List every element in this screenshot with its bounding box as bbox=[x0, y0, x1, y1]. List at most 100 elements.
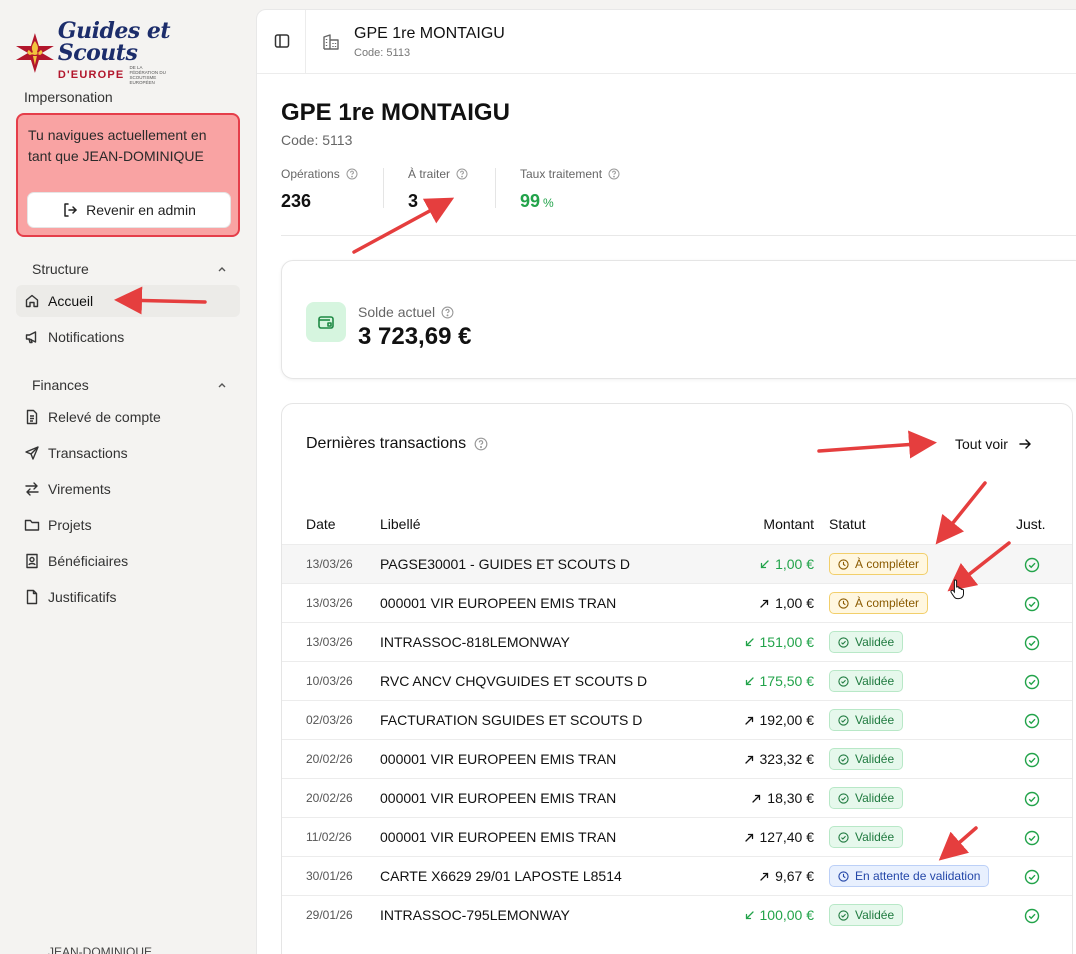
brand-europe: D'EUROPE bbox=[57, 69, 125, 82]
check-circle-icon bbox=[1024, 713, 1040, 729]
stat-label: Opérations bbox=[281, 167, 340, 181]
status-badge[interactable]: Validée bbox=[829, 748, 904, 770]
sidebar-item-releve[interactable]: Relevé de compte bbox=[16, 401, 240, 433]
col-label[interactable]: Libellé bbox=[380, 516, 421, 532]
status-badge-label: À compléter bbox=[855, 557, 920, 571]
sidebar-item-projets[interactable]: Projets bbox=[16, 509, 240, 541]
chevron-up-icon bbox=[218, 383, 226, 388]
col-just[interactable]: Just. bbox=[1016, 516, 1046, 532]
col-date[interactable]: Date bbox=[306, 516, 336, 532]
table-row[interactable]: 20/02/26 000001 VIR EUROPEEN EMIS TRAN 18,… bbox=[282, 778, 1072, 817]
status-badge[interactable]: Validée bbox=[829, 631, 904, 653]
sidebar-item-virements[interactable]: Virements bbox=[16, 473, 240, 505]
section-finances[interactable]: Finances bbox=[32, 377, 228, 393]
justificatif-status[interactable] bbox=[1024, 752, 1040, 771]
check-circle-icon bbox=[838, 909, 849, 921]
table-row[interactable]: 10/03/26 RVC ANCV CHQVGUIDES ET SCOUTS D 1… bbox=[282, 661, 1072, 700]
arrow-outgoing-icon bbox=[744, 755, 753, 764]
sidebar-item-accueil[interactable]: Accueil bbox=[16, 285, 240, 317]
justificatif-status[interactable] bbox=[1024, 830, 1040, 849]
table-row[interactable]: 13/03/26 000001 VIR EUROPEEN EMIS TRAN 1,0… bbox=[282, 583, 1072, 622]
tx-label: INTRASSOC-818LEMONWAY bbox=[380, 634, 570, 650]
brand-logo[interactable]: Guides et Scouts D'EUROPE DE LA FÉDÉRATI… bbox=[14, 20, 256, 86]
balance-card: Solde actuel 3 723,69 € bbox=[281, 260, 1076, 379]
check-circle-icon bbox=[1024, 830, 1040, 846]
balance-value: 3 723,69 € bbox=[358, 323, 472, 350]
justificatif-status[interactable] bbox=[1024, 791, 1040, 810]
help-icon[interactable] bbox=[608, 168, 620, 180]
back-to-admin-button[interactable]: Revenir en admin bbox=[27, 192, 231, 228]
page-code: Code: 5113 bbox=[281, 132, 353, 148]
table-row[interactable]: 30/01/26 CARTE X6629 29/01 LAPOSTE L8514 9… bbox=[282, 856, 1072, 895]
sidebar-item-transactions[interactable]: Transactions bbox=[16, 437, 240, 469]
tx-amount-value: 151,00 € bbox=[759, 634, 815, 650]
sidebar-user-name[interactable]: JEAN-DOMINIQUE bbox=[48, 945, 153, 954]
sidebar-item-label: Virements bbox=[48, 481, 111, 497]
stat-a-traiter: À traiter 3 bbox=[408, 167, 468, 212]
check-circle-icon bbox=[838, 675, 849, 687]
tx-label: 000001 VIR EUROPEEN EMIS TRAN bbox=[380, 595, 617, 611]
tx-date: 02/03/26 bbox=[306, 713, 353, 727]
sidebar-toggle-icon[interactable] bbox=[273, 32, 291, 50]
col-amount[interactable]: Montant bbox=[763, 516, 814, 532]
logout-icon bbox=[64, 203, 77, 217]
file-icon bbox=[26, 589, 38, 605]
status-badge[interactable]: À compléter bbox=[829, 553, 929, 575]
table-row[interactable]: 13/03/26 INTRASSOC-818LEMONWAY 151,00 € Val… bbox=[282, 622, 1072, 661]
status-badge[interactable]: Validée bbox=[829, 670, 904, 692]
impersonation-title: Impersonation bbox=[24, 89, 113, 105]
justificatif-status[interactable] bbox=[1024, 635, 1040, 654]
status-badge[interactable]: En attente de validation bbox=[829, 865, 990, 887]
tx-date: 30/01/26 bbox=[306, 869, 353, 883]
tx-amount-value: 192,00 € bbox=[759, 712, 815, 728]
check-circle-icon bbox=[838, 636, 849, 648]
check-circle-icon bbox=[1024, 908, 1040, 924]
status-badge[interactable]: Validée bbox=[829, 709, 904, 731]
table-row[interactable]: 20/02/26 000001 VIR EUROPEEN EMIS TRAN 323… bbox=[282, 739, 1072, 778]
justificatif-status[interactable] bbox=[1024, 713, 1040, 732]
table-row[interactable]: 11/02/26 000001 VIR EUROPEEN EMIS TRAN 127… bbox=[282, 817, 1072, 856]
status-badge-label: Validée bbox=[855, 674, 895, 688]
status-badge[interactable]: Validée bbox=[829, 787, 904, 809]
brand-name: Guides et Scouts bbox=[57, 18, 171, 66]
stat-value: 99 bbox=[520, 191, 541, 211]
justificatif-status[interactable] bbox=[1024, 674, 1040, 693]
justificatif-status[interactable] bbox=[1024, 596, 1040, 615]
sidebar-item-beneficiaires[interactable]: Bénéficiaires bbox=[16, 545, 240, 577]
section-structure[interactable]: Structure bbox=[32, 261, 228, 277]
status-badge[interactable]: À compléter bbox=[829, 592, 929, 614]
table-header: Date Libellé Montant Statut Just. bbox=[282, 516, 1072, 544]
justificatif-status[interactable] bbox=[1024, 908, 1040, 927]
help-icon[interactable] bbox=[474, 437, 488, 451]
check-circle-icon bbox=[1024, 791, 1040, 807]
clock-icon bbox=[838, 558, 849, 570]
tx-label: INTRASSOC-795LEMONWAY bbox=[380, 907, 570, 923]
tx-label: CARTE X6629 29/01 LAPOSTE L8514 bbox=[380, 868, 622, 884]
tx-amount: 127,40 € bbox=[744, 829, 814, 845]
help-icon[interactable] bbox=[346, 168, 358, 180]
see-all-link[interactable]: Tout voir bbox=[955, 436, 1032, 452]
status-badge[interactable]: Validée bbox=[829, 904, 904, 926]
tx-date: 13/03/26 bbox=[306, 596, 353, 610]
table-row[interactable]: 02/03/26 FACTURATION SGUIDES ET SCOUTS D 1… bbox=[282, 700, 1072, 739]
main-panel: GPE 1re MONTAIGU Code: 5113 GPE 1re MONT… bbox=[256, 9, 1076, 954]
document-icon bbox=[26, 409, 38, 425]
stat-unit: % bbox=[543, 196, 554, 210]
status-badge[interactable]: Validée bbox=[829, 826, 904, 848]
table-row[interactable]: 13/03/26 PAGSE30001 - GUIDES ET SCOUTS D 1… bbox=[282, 544, 1072, 583]
sidebar-item-notifications[interactable]: Notifications bbox=[16, 321, 240, 353]
tx-amount: 323,32 € bbox=[744, 751, 814, 767]
help-icon[interactable] bbox=[456, 168, 468, 180]
impersonation-message: Tu navigues actuellement en tant que JEA… bbox=[28, 127, 207, 164]
sidebar-item-justificatifs[interactable]: Justificatifs bbox=[16, 581, 240, 613]
building-icon bbox=[323, 34, 339, 50]
justificatif-status[interactable] bbox=[1024, 869, 1040, 888]
tx-amount: 175,50 € bbox=[745, 673, 814, 689]
arrow-incoming-icon bbox=[745, 637, 754, 646]
col-status[interactable]: Statut bbox=[829, 516, 866, 532]
status-badge-label: À compléter bbox=[855, 596, 920, 610]
justificatif-status[interactable] bbox=[1024, 557, 1040, 576]
arrow-incoming-icon bbox=[760, 559, 769, 568]
table-row[interactable]: 29/01/26 INTRASSOC-795LEMONWAY 100,00 € Val… bbox=[282, 895, 1072, 934]
help-icon[interactable] bbox=[441, 306, 454, 319]
